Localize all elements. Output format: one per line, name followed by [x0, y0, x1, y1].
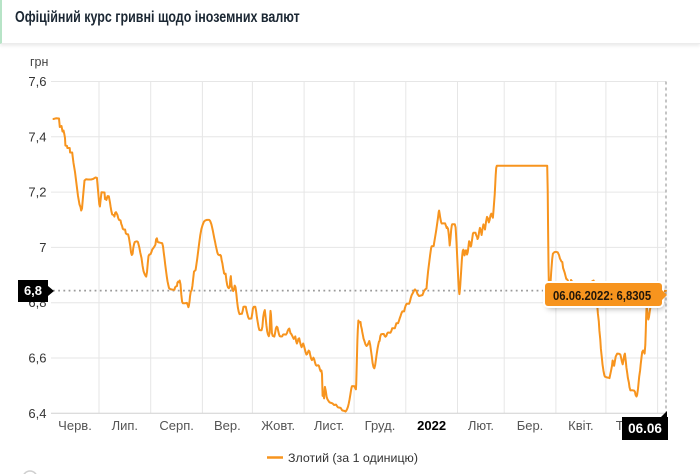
svg-text:Злотий (за 1 одиницю): Злотий (за 1 одиницю): [288, 451, 418, 465]
svg-text:Черв.: Черв.: [58, 418, 92, 433]
svg-text:Груд.: Груд.: [365, 418, 396, 433]
svg-text:6,6: 6,6: [28, 351, 46, 366]
svg-text:Серп.: Серп.: [159, 418, 194, 433]
svg-text:Лют.: Лют.: [468, 418, 494, 433]
svg-text:7,2: 7,2: [28, 185, 46, 200]
svg-text:Вер.: Вер.: [214, 418, 241, 433]
svg-text:грн: грн: [30, 55, 49, 69]
svg-text:6,4: 6,4: [28, 406, 46, 421]
svg-text:Квіт.: Квіт.: [568, 418, 594, 433]
svg-text:Лист.: Лист.: [314, 418, 344, 433]
svg-text:2022: 2022: [417, 418, 446, 433]
svg-text:Лип.: Лип.: [112, 418, 138, 433]
svg-text:Жовт.: Жовт.: [261, 418, 295, 433]
svg-text:7: 7: [39, 240, 46, 255]
svg-text:7,6: 7,6: [28, 74, 46, 89]
svg-text:7,4: 7,4: [28, 129, 46, 144]
svg-text:Бер.: Бер.: [517, 418, 544, 433]
